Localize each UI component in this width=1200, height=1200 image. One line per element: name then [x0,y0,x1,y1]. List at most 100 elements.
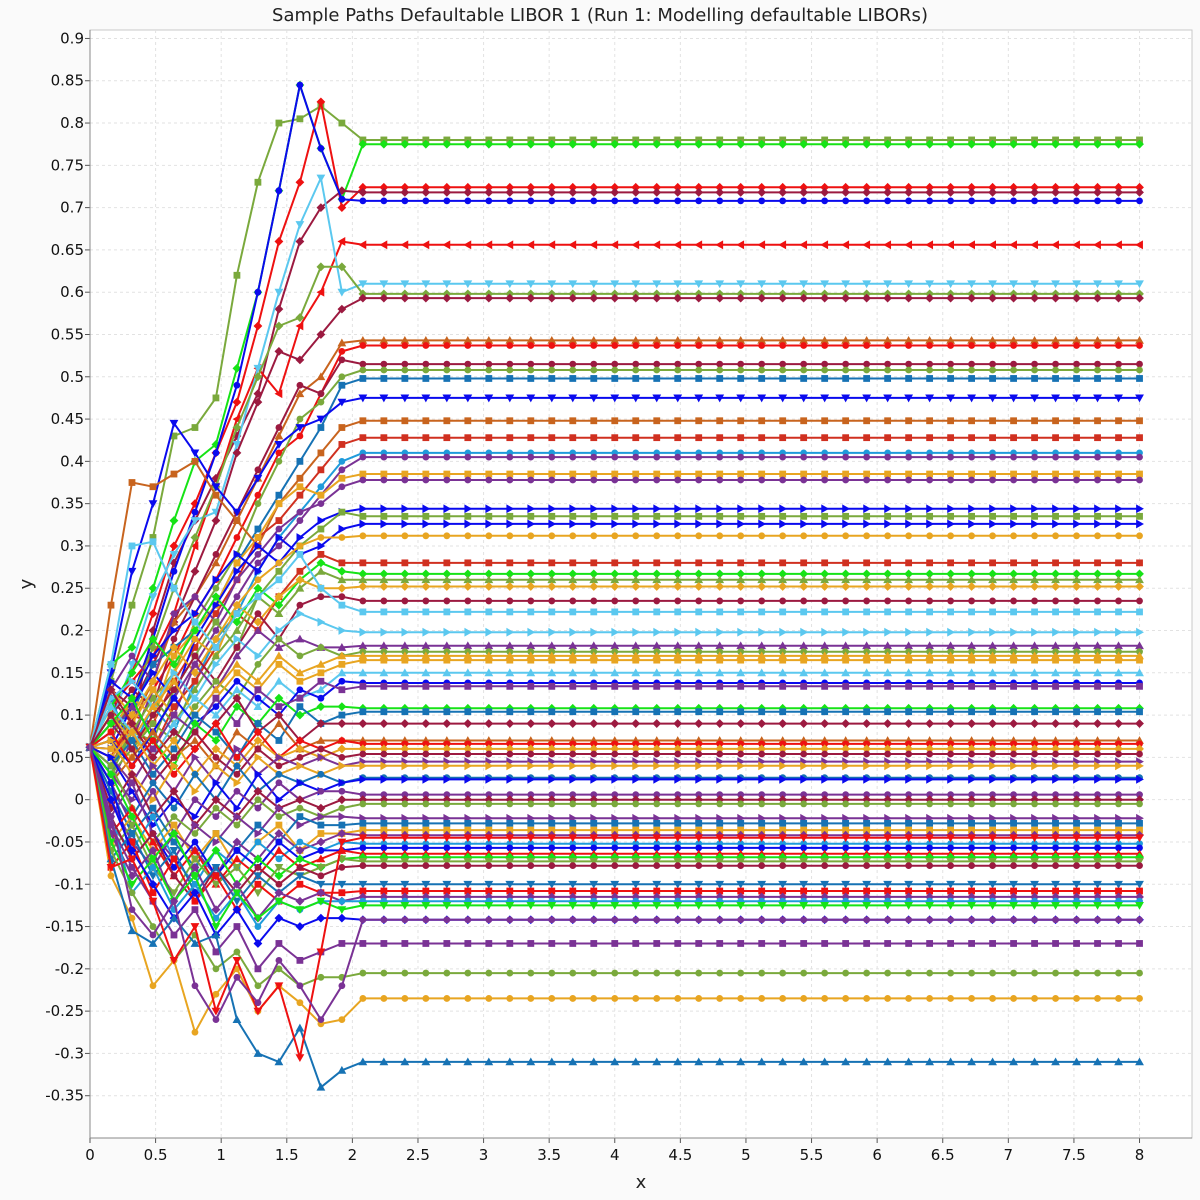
data-point [464,819,472,827]
data-point [400,834,410,843]
data-point [863,453,871,461]
data-point [610,834,620,843]
data-point [1115,608,1122,616]
data-point [337,583,347,593]
data-point [632,826,640,834]
data-point [884,800,892,808]
data-point [632,417,640,425]
data-point [254,821,262,829]
data-point [631,858,641,866]
data-point [989,682,996,690]
data-point [673,139,683,149]
data-point [926,844,934,852]
data-point [1136,434,1143,442]
data-point [653,434,661,442]
data-point [358,1057,368,1066]
data-point [799,293,809,303]
data-point [422,608,430,616]
data-point [779,360,787,368]
data-point [736,668,746,677]
data-point [547,880,557,889]
data-point [590,887,598,895]
data-point [1009,880,1018,889]
data-point [442,880,452,889]
data-point [653,470,661,478]
data-point [1051,394,1060,403]
data-point [925,187,935,197]
data-point [1115,708,1122,716]
data-point [590,708,598,716]
data-point [590,512,598,520]
data-point [1052,844,1059,852]
data-point [673,1057,683,1066]
data-point [842,532,850,540]
data-point [212,618,220,626]
data-point [863,608,871,616]
data-point [317,525,325,533]
data-point [611,434,619,442]
data-point [1115,656,1122,664]
data-point [862,575,872,584]
data-point [526,293,536,303]
data-point [548,627,557,637]
data-point [1094,366,1101,374]
data-point [1072,902,1081,910]
data-point [905,656,913,664]
data-point [590,862,598,870]
data-point [295,237,305,246]
data-point [169,516,179,525]
data-point [527,682,535,690]
data-point [506,504,515,514]
data-point [485,504,494,514]
data-point [946,858,956,866]
data-point [1114,902,1123,910]
data-point [212,837,221,847]
data-point [1072,280,1081,289]
data-point [988,280,997,289]
data-point [758,360,766,368]
data-point [338,195,346,203]
data-point [695,708,703,716]
y-tick-label: 0.2 [60,622,84,640]
data-point [1094,597,1101,605]
data-point [925,182,935,192]
data-point [590,995,598,1002]
data-point [946,1057,956,1066]
data-point [757,569,767,579]
data-point [947,559,955,567]
data-point [275,880,283,888]
data-point [506,916,514,924]
data-point [989,844,996,852]
data-point [1135,575,1144,584]
data-point [611,470,619,478]
data-point [359,995,367,1002]
data-point [1115,750,1122,758]
data-point [568,902,578,910]
data-point [737,708,745,716]
data-point [716,417,724,425]
data-point [821,366,829,374]
data-point [190,872,200,881]
data-point [275,838,283,846]
data-point [841,394,851,403]
data-point [673,582,683,591]
data-point [401,826,409,834]
data-point [653,740,661,748]
data-point [842,774,851,784]
data-point [967,834,976,843]
data-point [737,366,745,374]
series-65 [86,743,1143,914]
data-point [905,375,913,382]
data-point [1009,668,1018,677]
data-point [233,381,241,389]
data-point [884,627,893,637]
data-point [527,417,535,425]
data-point [947,476,955,484]
data-point [296,863,304,871]
data-point [988,336,997,344]
data-point [212,644,220,651]
data-point [800,476,808,484]
data-point [1031,504,1039,514]
data-point [337,237,346,246]
data-point [716,197,724,205]
